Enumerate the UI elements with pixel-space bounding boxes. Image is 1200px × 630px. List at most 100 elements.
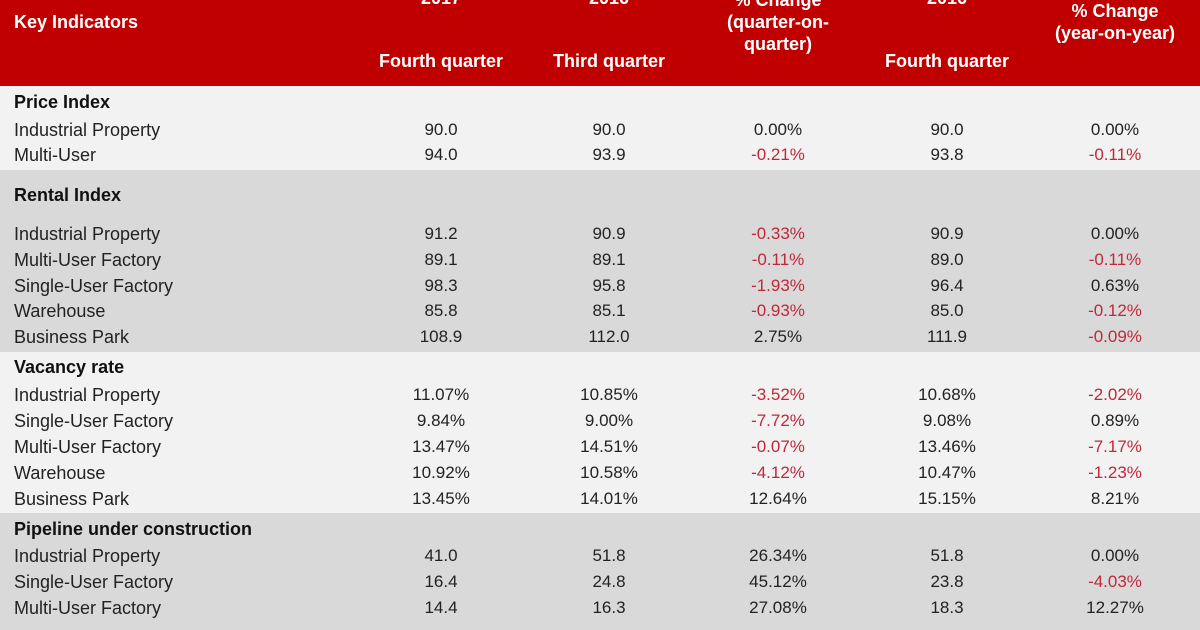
cell-value: -0.11% [751,250,805,269]
cell-value: 112.0 [588,327,630,346]
row-label: Industrial Property [14,385,161,405]
cell-value: 8.21% [1090,489,1140,508]
cell-value: 10.68% [918,385,976,404]
cell-value: 15.15% [918,489,976,508]
cell-value: 10.92% [412,463,470,482]
cell-value: 13.45% [412,489,470,508]
cell-value: 10.58% [580,463,638,482]
cell-value: 9.84% [416,411,466,430]
cell-value: -1.93% [751,276,805,295]
cell-value: 89.0 [930,250,964,269]
row-label: Multi-User [14,145,97,165]
section-title: Price Index [14,92,111,112]
cell-value: 24.8 [592,572,626,591]
cell-value: -0.21% [751,145,805,164]
cell-value: -0.33% [751,224,805,243]
cell-value: -4.12% [751,463,805,482]
column-quarter: Fourth quarter [885,51,1009,71]
cell-value: -3.52% [751,385,805,404]
cell-value: 13.46% [918,437,976,456]
cell-value: -0.12% [1088,301,1142,320]
cell-value: 12.64% [749,489,807,508]
cell-value: 85.0 [930,301,964,320]
cell-value: 51.8 [930,546,964,565]
row-label: Warehouse [14,301,106,321]
cell-value: 0.00% [1090,224,1140,243]
cell-value: 85.1 [592,301,626,320]
cell-value: -2.02% [1088,385,1142,404]
cell-value: 93.8 [930,145,964,164]
cell-value: 10.47% [918,463,976,482]
cell-value: -0.07% [751,437,805,456]
cell-value: 96.4 [930,276,964,295]
cell-value: 14.01% [580,489,638,508]
section-title: Vacancy rate [14,357,125,377]
cell-value: -0.93% [751,301,805,320]
cell-value: 9.00% [584,411,634,430]
row-label: Industrial Property [14,546,161,566]
column-quarter: Fourth quarter [379,51,503,71]
cell-value: -7.17% [1088,437,1142,456]
cell-value: 2.75% [753,327,803,346]
section-band [0,513,1200,630]
cell-value: 9.08% [922,411,972,430]
row-label: Warehouse [14,463,106,483]
cell-value: 90.9 [930,224,964,243]
cell-value: -4.03% [1088,572,1142,591]
cell-value: 11.07% [412,385,470,404]
cell-value: 27.08% [749,598,807,617]
cell-value: 89.1 [592,250,626,269]
row-label: Single-User Factory [14,276,174,296]
column-year: 2016 [534,0,684,9]
cell-value: -7.72% [751,411,805,430]
section-band [0,352,1200,513]
cell-value: 90.0 [592,120,626,139]
cell-value: 0.00% [753,120,803,139]
row-label: Multi-User Factory [14,598,162,618]
column-change: % Change (year-on-year) [1054,1,1176,43]
row-label: Industrial Property [14,224,161,244]
row-label: Multi-User Factory [14,437,162,457]
cell-value: 89.1 [424,250,458,269]
cell-value: 41.0 [424,546,458,565]
section-band [0,86,1200,170]
cell-value: 98.3 [424,276,458,295]
column-quarter: Third quarter [552,51,665,71]
row-label: Business Park [14,489,130,509]
cell-value: 10.85% [580,385,638,404]
cell-value: 45.12% [749,572,807,591]
row-label: Business Park [14,327,130,347]
cell-value: 90.0 [424,120,458,139]
column-change: % Change (quarter-on-quarter) [727,0,829,54]
cell-value: -1.23% [1088,463,1142,482]
section-title: Rental Index [14,185,122,205]
cell-value: 12.27% [1086,598,1144,617]
cell-value: 93.9 [592,145,626,164]
cell-value: 0.00% [1090,546,1140,565]
row-label: Single-User Factory [14,411,174,431]
cell-value: 51.8 [592,546,626,565]
cell-value: -0.09% [1088,327,1142,346]
cell-value: 13.47% [412,437,470,456]
section-band [0,170,1200,352]
cell-value: 95.8 [592,276,626,295]
cell-value: 108.9 [419,327,463,346]
cell-value: 94.0 [424,145,458,164]
cell-value: 16.3 [592,598,626,617]
cell-value: 26.34% [749,546,807,565]
cell-value: -0.11% [1088,250,1142,269]
cell-value: 0.89% [1090,411,1140,430]
header-band [0,0,1200,86]
cell-value: 16.4 [424,572,458,591]
cell-value: 14.51% [580,437,638,456]
cell-value: -0.11% [1088,145,1142,164]
row-label: Multi-User Factory [14,250,162,270]
cell-value: 90.0 [930,120,964,139]
cell-value: 85.8 [424,301,458,320]
cell-value: 0.00% [1090,120,1140,139]
cell-value: 111.9 [926,327,968,346]
cell-value: 91.2 [424,224,458,243]
cell-value: 0.63% [1090,276,1140,295]
column-year: 2017 [366,0,516,9]
